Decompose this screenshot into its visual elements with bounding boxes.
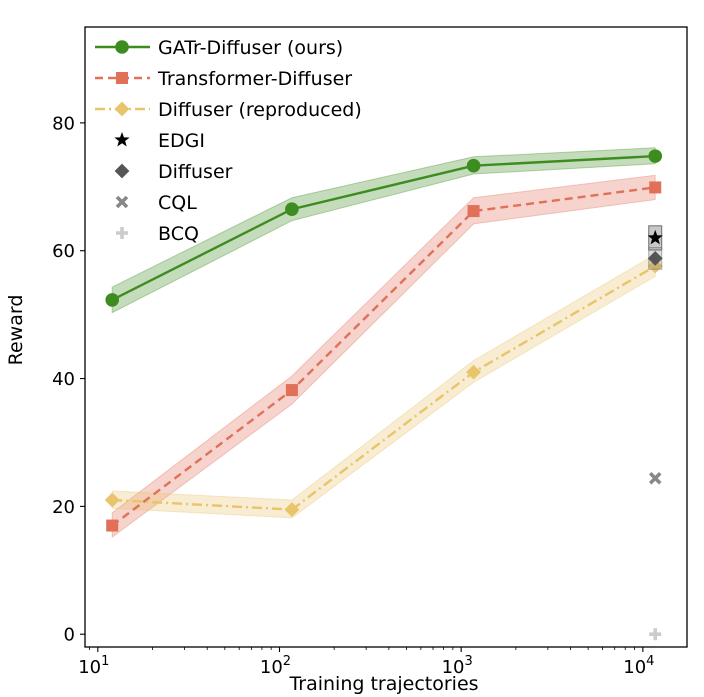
series-lines	[111, 154, 656, 527]
legend-marker	[115, 195, 129, 209]
legend-label: CQL	[158, 192, 197, 214]
legend-marker	[116, 72, 128, 84]
confidence-band	[111, 174, 656, 539]
y-axis-label: Reward	[5, 295, 27, 366]
data-point	[106, 519, 119, 532]
reference-point	[649, 628, 662, 641]
data-point	[285, 202, 299, 216]
confidence-band	[111, 253, 656, 519]
data-point	[648, 149, 663, 163]
legend-marker	[114, 101, 130, 117]
reference-point	[647, 250, 663, 266]
confidence-band	[111, 147, 656, 314]
series-line	[111, 154, 656, 301]
y-tick-label: 80	[52, 113, 75, 134]
reference-point	[648, 471, 662, 485]
data-point	[285, 384, 298, 397]
x-tick-label: 104	[623, 654, 654, 678]
data-point	[466, 158, 481, 173]
y-tick-label: 60	[52, 241, 75, 262]
y-tick-label: 20	[52, 497, 75, 518]
series-markers	[104, 149, 663, 532]
legend-marker	[114, 132, 130, 147]
legend-label: Diffuser (reproduced)	[158, 99, 362, 121]
y-tick-label: 40	[52, 369, 75, 390]
legend-label: EDGI	[158, 130, 205, 152]
data-point	[284, 502, 300, 517]
legend-label: GATr-Diffuser (ours)	[158, 37, 343, 59]
x-tick-label: 102	[260, 654, 291, 678]
legend: GATr-Diffuser (ours) Transformer-Diffuser…	[95, 37, 362, 245]
legend-label: Diffuser	[158, 161, 233, 183]
series-line	[111, 186, 656, 527]
plot-frame	[84, 26, 688, 648]
legend-marker	[115, 40, 129, 54]
series-line	[112, 265, 656, 511]
legend-marker	[114, 163, 130, 179]
legend-label: Transformer-Diffuser	[157, 68, 352, 90]
data-point	[105, 293, 120, 307]
x-tick-label: 101	[78, 654, 109, 678]
x-axis-label: Training trajectories	[288, 673, 478, 695]
legend-marker	[116, 227, 128, 239]
y-tick-label: 0	[64, 625, 75, 646]
data-point	[466, 364, 481, 380]
reference-point	[647, 229, 663, 245]
data-point	[104, 492, 120, 508]
confidence-bands	[111, 147, 656, 539]
data-point	[649, 181, 662, 194]
legend-label: BCQ	[158, 223, 199, 245]
data-point	[467, 205, 480, 218]
data-point	[647, 258, 663, 274]
reference-points	[647, 225, 663, 641]
